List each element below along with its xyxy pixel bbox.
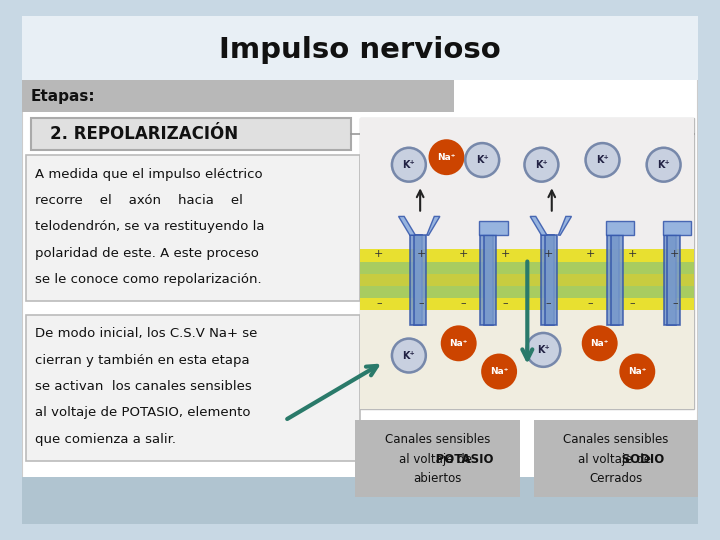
- Text: –: –: [461, 298, 467, 308]
- Text: –: –: [503, 298, 508, 308]
- Circle shape: [392, 148, 426, 181]
- Text: +: +: [670, 249, 680, 259]
- Text: K⁺: K⁺: [657, 160, 670, 170]
- Text: al voltaje de POTASIO, elemento: al voltaje de POTASIO, elemento: [35, 407, 251, 420]
- Text: –: –: [588, 298, 593, 308]
- Text: Canales sensibles: Canales sensibles: [385, 433, 490, 446]
- Text: –: –: [376, 298, 382, 308]
- Text: Canales sensibles: Canales sensibles: [564, 433, 669, 446]
- Text: K⁺: K⁺: [402, 160, 415, 170]
- Text: K⁺: K⁺: [596, 155, 609, 165]
- Bar: [360, 118, 693, 249]
- Bar: [480, 235, 492, 325]
- Circle shape: [442, 326, 476, 360]
- Text: Cerrados: Cerrados: [590, 472, 643, 485]
- Text: +: +: [544, 249, 553, 259]
- Bar: [360, 274, 693, 286]
- Text: K⁺: K⁺: [402, 350, 415, 361]
- Text: SODIO: SODIO: [568, 454, 665, 467]
- Text: Impulso nervioso: Impulso nervioso: [219, 36, 501, 64]
- Polygon shape: [399, 217, 415, 235]
- Bar: [360, 118, 693, 409]
- Text: recorre    el    axón    hacia    el: recorre el axón hacia el: [35, 194, 243, 207]
- Polygon shape: [558, 217, 572, 235]
- Bar: [480, 221, 508, 235]
- Text: K⁺: K⁺: [537, 345, 549, 355]
- FancyBboxPatch shape: [355, 421, 520, 497]
- Circle shape: [647, 148, 680, 181]
- Text: Na⁺: Na⁺: [437, 153, 456, 161]
- Circle shape: [465, 143, 499, 177]
- FancyBboxPatch shape: [31, 118, 351, 150]
- Text: –: –: [418, 298, 424, 308]
- Bar: [22, 80, 454, 112]
- Bar: [541, 235, 554, 325]
- Text: +: +: [501, 249, 510, 259]
- Polygon shape: [530, 217, 547, 235]
- Text: Etapas:: Etapas:: [31, 89, 96, 104]
- Text: Na⁺: Na⁺: [628, 367, 647, 376]
- Bar: [667, 235, 680, 325]
- Bar: [545, 235, 557, 325]
- Text: +: +: [585, 249, 595, 259]
- Text: telodendrón, se va restituyendo la: telodendrón, se va restituyendo la: [35, 220, 264, 233]
- Circle shape: [524, 148, 558, 181]
- Bar: [607, 235, 619, 325]
- FancyBboxPatch shape: [534, 421, 698, 497]
- Text: +: +: [459, 249, 468, 259]
- Bar: [664, 235, 676, 325]
- Bar: [360, 261, 693, 274]
- Text: A medida que el impulso eléctrico: A medida que el impulso eléctrico: [35, 167, 262, 180]
- Text: al voltaje de: al voltaje de: [399, 454, 476, 467]
- FancyBboxPatch shape: [22, 16, 698, 524]
- Bar: [410, 235, 422, 325]
- Text: se le conoce como repolarización.: se le conoce como repolarización.: [35, 273, 261, 286]
- FancyBboxPatch shape: [27, 315, 360, 461]
- Text: al voltaje de: al voltaje de: [577, 454, 654, 467]
- Text: –: –: [630, 298, 636, 308]
- Bar: [606, 221, 634, 235]
- Circle shape: [585, 143, 619, 177]
- Text: K⁺: K⁺: [476, 155, 489, 165]
- Circle shape: [392, 339, 426, 373]
- Text: se activan  los canales sensibles: se activan los canales sensibles: [35, 380, 251, 393]
- Text: –: –: [672, 298, 678, 308]
- Text: K⁺: K⁺: [535, 160, 548, 170]
- Bar: [360, 286, 693, 298]
- Bar: [413, 235, 426, 325]
- Circle shape: [482, 355, 516, 388]
- Text: De modo inicial, los C.S.V Na+ se: De modo inicial, los C.S.V Na+ se: [35, 327, 257, 340]
- Text: 2. REPOLARIZACIÓN: 2. REPOLARIZACIÓN: [50, 125, 238, 143]
- Text: +: +: [374, 249, 384, 259]
- Text: POTASIO: POTASIO: [382, 454, 493, 467]
- Text: abiertos: abiertos: [413, 472, 462, 485]
- Circle shape: [621, 355, 654, 388]
- Text: Na⁺: Na⁺: [590, 339, 609, 348]
- Bar: [360, 310, 693, 409]
- Circle shape: [582, 326, 616, 360]
- Circle shape: [430, 140, 464, 174]
- Bar: [22, 16, 698, 80]
- Bar: [22, 477, 698, 524]
- Bar: [360, 249, 693, 261]
- Text: Na⁺: Na⁺: [490, 367, 508, 376]
- Circle shape: [526, 333, 560, 367]
- Bar: [662, 221, 691, 235]
- Text: +: +: [416, 249, 426, 259]
- Text: que comienza a salir.: que comienza a salir.: [35, 433, 176, 446]
- Bar: [611, 235, 624, 325]
- Text: +: +: [628, 249, 637, 259]
- Text: polaridad de este. A este proceso: polaridad de este. A este proceso: [35, 247, 258, 260]
- FancyBboxPatch shape: [27, 156, 360, 301]
- Text: cierran y también en esta etapa: cierran y también en esta etapa: [35, 354, 249, 367]
- Text: –: –: [545, 298, 551, 308]
- Text: Na⁺: Na⁺: [449, 339, 468, 348]
- Polygon shape: [427, 217, 440, 235]
- Bar: [360, 298, 693, 310]
- Bar: [484, 235, 496, 325]
